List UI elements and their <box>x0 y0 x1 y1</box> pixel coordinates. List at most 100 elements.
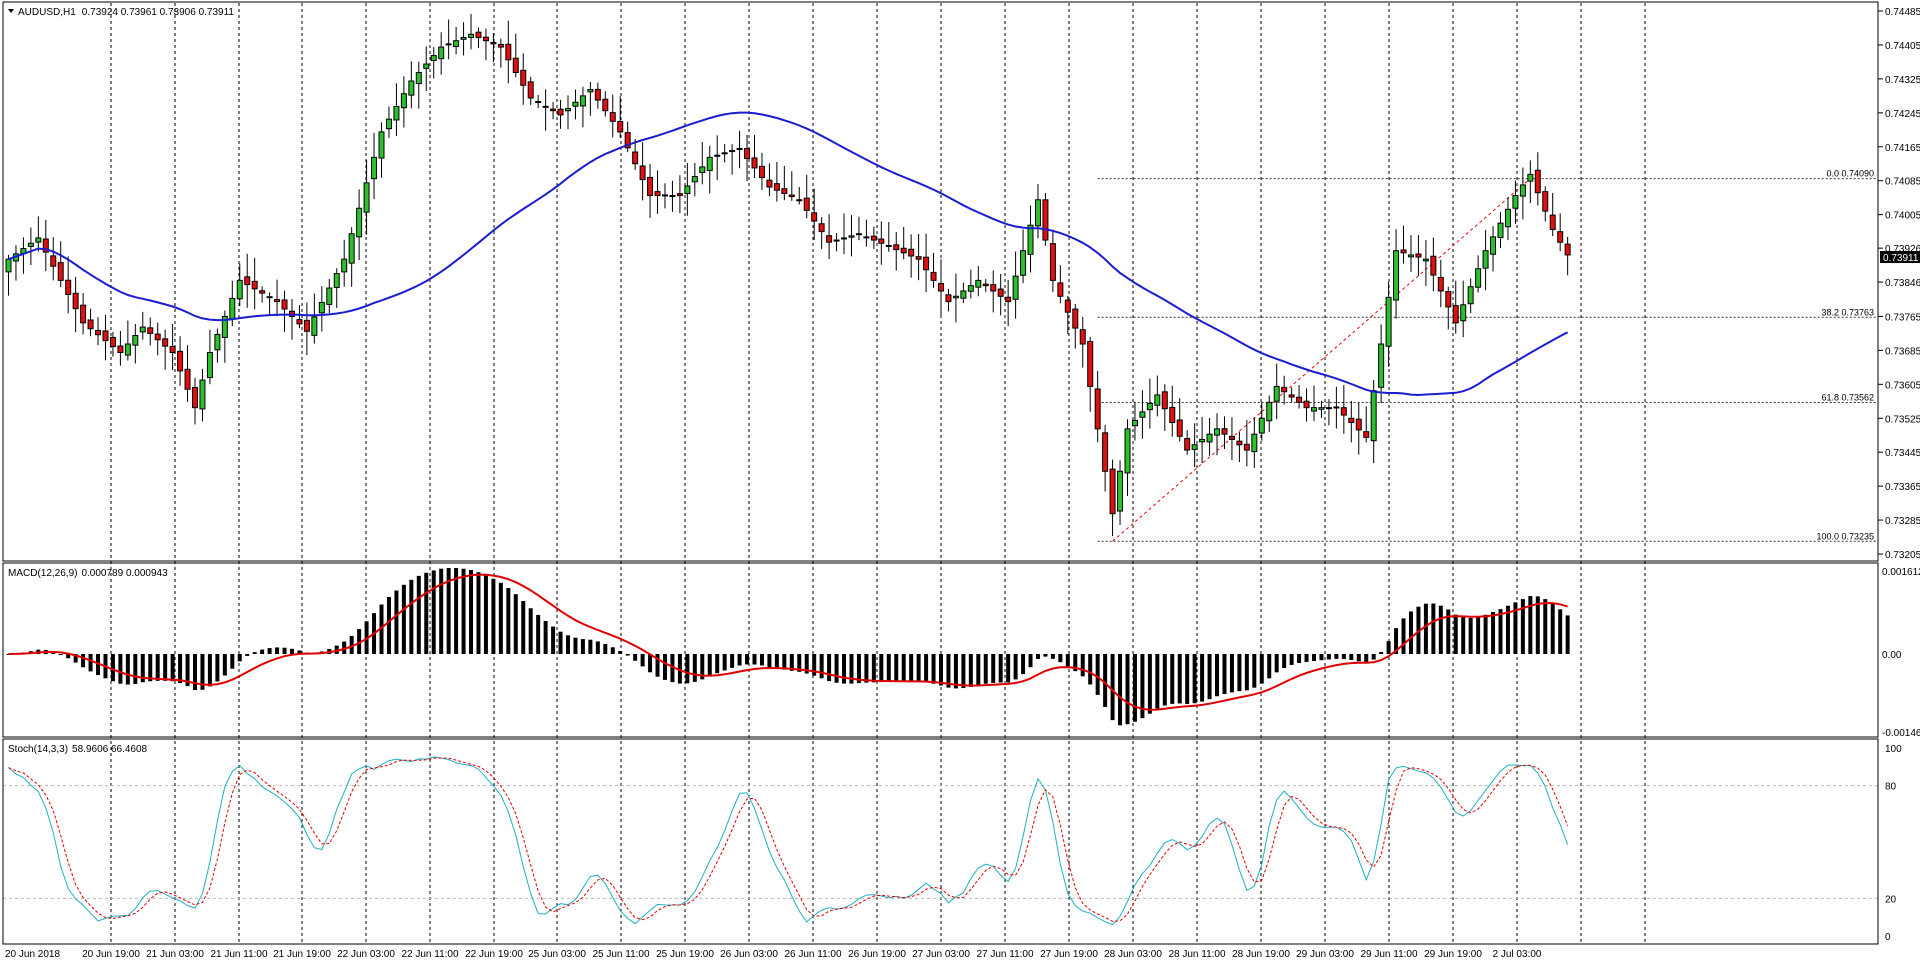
candle-body <box>363 182 370 213</box>
macd-bar <box>551 626 556 654</box>
candle-body <box>758 165 765 179</box>
candle-body <box>1020 250 1027 276</box>
candle-body <box>1206 433 1213 443</box>
candle-body <box>192 386 198 409</box>
macd-bar <box>1408 611 1413 654</box>
fibonacci-retracement[interactable]: 0.0 0.74090 38.2 0.73763 61.8 0.73562 100.0… <box>1097 169 1876 542</box>
macd-bar <box>968 654 973 687</box>
candle-body <box>490 41 497 45</box>
candle-body <box>333 273 340 288</box>
candle-body <box>654 191 661 197</box>
macd-bar <box>1468 617 1473 654</box>
candle-body <box>1393 250 1400 301</box>
macd-bar <box>670 654 675 683</box>
macd-bar <box>1065 654 1070 667</box>
macd-bar <box>1386 641 1391 654</box>
candle-body <box>960 290 967 299</box>
macd-bar <box>215 654 220 682</box>
candle-body <box>684 185 691 195</box>
macd-axis-label: 0.00 <box>1882 650 1902 661</box>
macd-bar <box>864 654 869 683</box>
moving-average-line <box>8 111 1569 397</box>
macd-bar <box>1088 654 1093 685</box>
candle-body <box>647 176 654 197</box>
macd-bar <box>618 650 623 654</box>
price-tick-label: 0.74485 <box>1885 7 1920 18</box>
candle-body <box>139 326 146 333</box>
macd-bar <box>1215 654 1220 697</box>
macd-bar <box>424 572 429 654</box>
macd-bar <box>976 654 981 685</box>
candle-body <box>1176 419 1183 437</box>
candle-body <box>1311 407 1317 412</box>
candle-body <box>1191 444 1198 450</box>
macd-bar <box>96 654 101 676</box>
current-price-label: 0.73911 <box>1883 253 1919 264</box>
time-tick-label: 2 Jul 03:00 <box>1493 949 1542 960</box>
macd-bar <box>566 635 570 654</box>
candle-body <box>915 256 922 260</box>
candle-body <box>1355 418 1362 431</box>
time-tick-label: 21 Jun 19:00 <box>273 949 331 960</box>
macd-bar <box>140 654 145 683</box>
candle-body <box>1445 290 1452 308</box>
candle-body <box>1303 400 1310 409</box>
macd-bar <box>1252 654 1257 688</box>
candle-body <box>594 88 601 101</box>
candle-body <box>378 131 385 159</box>
time-tick-label: 27 Jun 11:00 <box>976 949 1034 960</box>
macd-bar <box>386 597 391 654</box>
candle-body <box>1564 243 1571 256</box>
candle-body <box>1430 255 1437 276</box>
macd-bar <box>416 575 421 654</box>
candle-body <box>1221 428 1228 435</box>
time-axis: 20 Jun 2018 20 Jun 19:00 21 Jun 03:00 21 Ju… <box>5 949 1542 960</box>
candle-body <box>341 258 348 273</box>
macd-bar <box>588 639 593 654</box>
macd-bar <box>1550 603 1555 654</box>
candle-body <box>1161 391 1168 410</box>
candle-body <box>356 207 363 238</box>
candle-body <box>72 292 79 310</box>
macd-bar <box>804 654 809 674</box>
macd-bar <box>1423 603 1428 654</box>
fib-trend-line <box>1112 178 1531 542</box>
candle-body <box>326 287 333 305</box>
macd-bar <box>73 654 78 663</box>
candle-body <box>1340 407 1347 416</box>
time-tick-label: 28 Jun 11:00 <box>1168 949 1226 960</box>
macd-bar <box>1155 654 1160 709</box>
candle-body <box>80 304 87 324</box>
macd-bar <box>737 654 742 666</box>
stoch-levels <box>3 785 1878 899</box>
candle-body <box>274 299 281 303</box>
candle-body <box>587 88 594 93</box>
macd-bar <box>1185 654 1190 704</box>
candle-body <box>475 31 482 39</box>
time-tick-label: 21 Jun 11:00 <box>210 949 268 960</box>
macd-bar <box>655 654 660 677</box>
candle-body <box>706 156 713 171</box>
macd-bar <box>953 654 958 689</box>
macd-bar <box>685 654 690 684</box>
price-tick-label: 0.73605 <box>1885 380 1920 391</box>
macd-bar <box>580 639 585 654</box>
candle-body <box>997 288 1004 297</box>
candle-body <box>863 236 870 239</box>
stoch-axis-label: 80 <box>1885 782 1897 793</box>
macd-bar <box>6 654 11 655</box>
candle-body <box>550 108 557 112</box>
price-tick-label: 0.74085 <box>1885 177 1920 188</box>
candle-body <box>266 296 273 299</box>
candle-body <box>1214 428 1221 436</box>
candle-body <box>1266 401 1273 422</box>
candle-body <box>1333 406 1340 409</box>
candle-body <box>1519 184 1526 197</box>
candle-body <box>87 319 94 330</box>
candle-body <box>408 80 415 96</box>
macd-bar <box>1483 614 1488 654</box>
candle-body <box>1288 394 1295 398</box>
macd-bar <box>1207 654 1212 700</box>
dropdown-triangle-icon[interactable] <box>8 9 14 13</box>
